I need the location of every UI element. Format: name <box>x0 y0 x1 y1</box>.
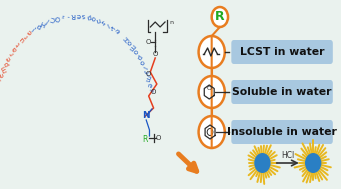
Text: o: o <box>132 48 139 55</box>
Text: a: a <box>11 45 19 52</box>
Text: R: R <box>71 12 76 18</box>
Text: i: i <box>105 21 110 27</box>
Circle shape <box>254 153 271 173</box>
FancyArrowPatch shape <box>178 154 197 171</box>
Text: e: e <box>76 12 80 18</box>
Text: n: n <box>169 20 173 25</box>
Text: s: s <box>100 18 106 25</box>
Text: R: R <box>142 136 147 145</box>
Circle shape <box>198 116 225 148</box>
Text: C: C <box>50 15 56 22</box>
Text: N: N <box>143 112 150 121</box>
Text: ₂: ₂ <box>61 13 65 19</box>
Text: r: r <box>147 88 153 92</box>
Text: t: t <box>15 41 21 47</box>
Text: p: p <box>135 53 142 60</box>
Text: H: H <box>121 34 129 42</box>
Text: e: e <box>0 72 5 78</box>
Circle shape <box>305 153 321 173</box>
Text: u: u <box>18 36 26 43</box>
Text: e: e <box>113 27 120 34</box>
Text: p: p <box>3 60 10 67</box>
Text: e: e <box>146 81 152 87</box>
FancyBboxPatch shape <box>59 0 341 189</box>
Text: s: s <box>81 12 86 19</box>
Text: H: H <box>40 19 47 26</box>
Text: e: e <box>5 55 13 62</box>
Text: Insoluble in water: Insoluble in water <box>227 127 337 137</box>
Text: n: n <box>95 16 101 23</box>
Text: e: e <box>27 28 34 35</box>
Text: HCl: HCl <box>281 150 294 160</box>
Text: O: O <box>152 51 158 57</box>
Text: p: p <box>86 13 91 20</box>
Text: Soluble in water: Soluble in water <box>232 87 332 97</box>
Circle shape <box>198 76 225 108</box>
Text: m: m <box>0 65 8 74</box>
Text: /: / <box>46 17 50 24</box>
FancyBboxPatch shape <box>231 80 333 104</box>
Text: p: p <box>35 22 42 29</box>
Text: o: o <box>125 38 132 46</box>
Text: T: T <box>0 78 4 84</box>
Text: R: R <box>215 11 225 23</box>
Text: O: O <box>156 135 161 141</box>
Text: O: O <box>145 71 150 77</box>
Text: r: r <box>9 50 15 56</box>
Text: -: - <box>66 12 70 18</box>
Text: O: O <box>55 14 61 21</box>
Text: r: r <box>23 32 29 39</box>
Text: m: m <box>144 74 151 82</box>
Text: o: o <box>90 15 96 21</box>
Text: O: O <box>146 39 151 45</box>
Text: l: l <box>140 65 147 69</box>
FancyBboxPatch shape <box>231 120 333 144</box>
Text: LCST in water: LCST in water <box>240 47 324 57</box>
Text: y: y <box>142 69 149 76</box>
Text: O: O <box>207 86 212 91</box>
Text: o: o <box>137 58 145 65</box>
FancyBboxPatch shape <box>231 40 333 64</box>
Text: /: / <box>32 25 37 32</box>
Text: m: m <box>128 42 136 51</box>
Circle shape <box>212 7 228 27</box>
Circle shape <box>198 36 225 68</box>
Text: O: O <box>151 89 156 95</box>
Text: v: v <box>109 23 116 31</box>
